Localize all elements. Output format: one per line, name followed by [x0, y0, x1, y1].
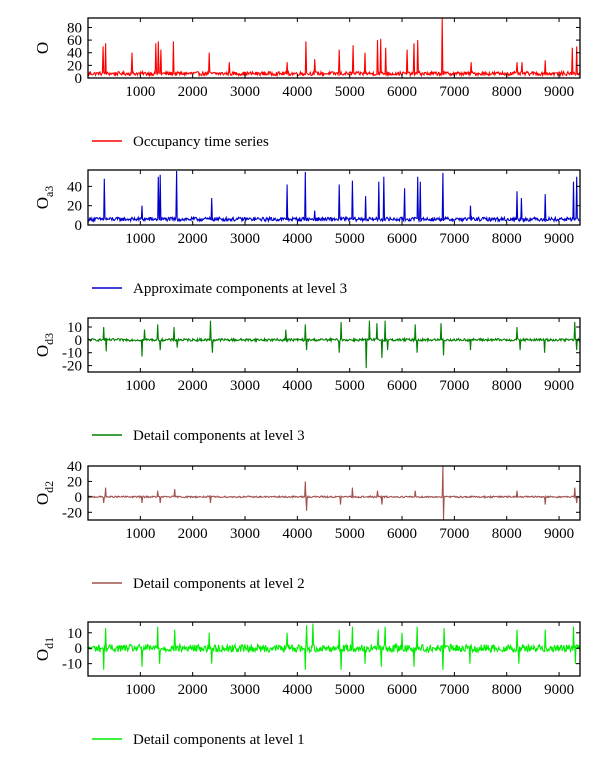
x-tick-label: 8000	[492, 84, 522, 100]
series-line	[88, 18, 580, 78]
x-tick-label: 8000	[492, 682, 522, 698]
x-tick-label: 6000	[387, 84, 417, 100]
y-axis-label: Oa3	[33, 186, 56, 210]
panel-detail-level-1: 1000 2000 3000 4000 5000 6000 7000 8000 9000 -100…	[33, 621, 581, 748]
y-tick-label: 0	[75, 71, 83, 87]
x-tick-label: 5000	[335, 231, 365, 247]
series-line	[88, 466, 580, 520]
x-tick-label: 1000	[125, 526, 155, 542]
y-tick-label: 0	[75, 490, 83, 506]
x-tick-label: 3000	[230, 378, 260, 394]
y-tick-label: 20	[67, 199, 82, 215]
x-tick-label: 1000	[125, 84, 155, 100]
y-tick-label: 40	[67, 179, 82, 195]
plot-frame	[87, 317, 581, 373]
panel-approximate-level-3: 1000 2000 3000 4000 5000 6000 7000 8000 9000 0 20 4…	[33, 169, 581, 297]
x-tick-label: 9000	[544, 378, 574, 394]
x-tick-label: 5000	[335, 526, 365, 542]
x-tick-label: 2000	[178, 231, 208, 247]
x-tick-label: 5000	[335, 378, 365, 394]
legend-label: Occupancy time series	[133, 134, 269, 150]
panel-detail-level-2: 1000 2000 3000 4000 5000 6000 7000 8000 9000 -200…	[33, 459, 581, 592]
legend-label: Detail components at level 1	[133, 732, 305, 748]
x-tick-label: 6000	[387, 231, 417, 247]
plot-frame	[87, 465, 581, 521]
x-tick-label: 6000	[387, 682, 417, 698]
plot-frame	[87, 17, 581, 79]
x-tick-label: 7000	[439, 378, 469, 394]
x-tick-label: 8000	[492, 231, 522, 247]
y-tick-label: -20	[62, 505, 82, 521]
x-tick-label: 7000	[439, 526, 469, 542]
x-tick-label: 3000	[230, 682, 260, 698]
x-tick-label: 5000	[335, 84, 365, 100]
x-tick-label: 9000	[544, 231, 574, 247]
legend-label: Approximate components at level 3	[133, 281, 347, 297]
panel-occupancy: 1000 2000 3000 4000 5000 6000 7000 8000 9000 0204…	[33, 17, 581, 150]
series-line	[88, 623, 580, 670]
plot-frame	[87, 169, 581, 226]
x-tick-label: 4000	[282, 84, 312, 100]
y-tick-label: 20	[67, 474, 82, 490]
plot-frame	[87, 621, 581, 677]
y-tick-label: 10	[67, 626, 82, 642]
y-tick-label: 20	[67, 58, 82, 74]
x-tick-label: 8000	[492, 378, 522, 394]
series-line	[88, 170, 580, 224]
x-tick-label: 4000	[282, 526, 312, 542]
x-tick-label: 1000	[125, 378, 155, 394]
y-tick-label: 40	[67, 46, 82, 62]
x-tick-label: 2000	[178, 84, 208, 100]
y-axis-label: Od1	[33, 637, 56, 661]
y-tick-label: 0	[75, 333, 83, 349]
y-tick-label: 60	[67, 33, 82, 49]
x-tick-label: 7000	[439, 682, 469, 698]
y-tick-label: -10	[62, 657, 82, 673]
y-tick-label: -20	[62, 359, 82, 375]
y-tick-label: 80	[67, 20, 82, 36]
x-tick-label: 2000	[178, 526, 208, 542]
x-tick-label: 4000	[282, 378, 312, 394]
x-tick-label: 7000	[439, 84, 469, 100]
y-tick-label: 0	[75, 641, 83, 657]
y-tick-label: -10	[62, 346, 82, 362]
y-tick-label: 0	[75, 218, 83, 234]
x-tick-label: 3000	[230, 84, 260, 100]
x-tick-label: 2000	[178, 378, 208, 394]
legend-label: Detail components at level 3	[133, 428, 305, 444]
x-tick-label: 6000	[387, 526, 417, 542]
x-tick-label: 6000	[387, 378, 417, 394]
y-tick-label: 40	[67, 459, 82, 475]
x-tick-label: 5000	[335, 682, 365, 698]
legend-label: Detail components at level 2	[133, 576, 305, 592]
x-tick-label: 2000	[178, 682, 208, 698]
y-axis-label: Od2	[33, 481, 56, 505]
x-tick-label: 8000	[492, 526, 522, 542]
x-tick-label: 7000	[439, 231, 469, 247]
x-tick-label: 3000	[230, 231, 260, 247]
x-tick-label: 9000	[544, 84, 574, 100]
panel-detail-level-3: 1000 2000 3000 4000 5000 6000 7000 8000 9000 -20-…	[33, 317, 581, 444]
y-tick-label: 10	[67, 320, 82, 336]
y-axis-label: Od3	[33, 333, 56, 357]
y-axis-label: O	[33, 42, 52, 54]
x-tick-label: 4000	[282, 682, 312, 698]
x-tick-label: 9000	[544, 682, 574, 698]
x-tick-label: 3000	[230, 526, 260, 542]
x-tick-label: 4000	[282, 231, 312, 247]
x-tick-label: 9000	[544, 526, 574, 542]
series-line	[88, 320, 580, 369]
x-tick-label: 1000	[125, 231, 155, 247]
x-tick-label: 1000	[125, 682, 155, 698]
